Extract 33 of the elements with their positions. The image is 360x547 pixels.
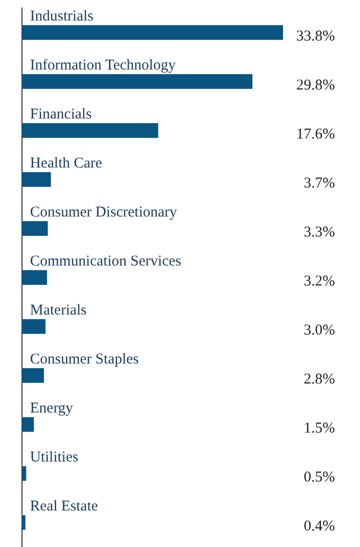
- data-label: 2.8%: [304, 371, 335, 388]
- data-label: 17.6%: [296, 126, 335, 142]
- y-tick-label: Consumer Staples: [30, 352, 139, 368]
- y-tick-label: Communication Services: [30, 254, 182, 270]
- data-label: 3.3%: [304, 224, 335, 240]
- y-tick-label: Materials: [30, 302, 87, 318]
- y-tick-label: Consumer Discretionary: [30, 204, 178, 220]
- y-tick-label: Industrials: [30, 8, 94, 24]
- y-tick-label: Financials: [30, 106, 92, 122]
- bar: [22, 74, 252, 89]
- data-label: 0.5%: [304, 469, 335, 486]
- y-tick-label: Information Technology: [30, 58, 176, 74]
- bar: [22, 319, 46, 334]
- bar: [22, 172, 51, 187]
- y-tick-label: Real Estate: [30, 498, 98, 514]
- bar: [22, 466, 26, 481]
- bar: [22, 417, 34, 432]
- y-tick-label: Health Care: [30, 156, 102, 172]
- data-label: 1.5%: [304, 420, 335, 436]
- y-tick-label: Energy: [30, 400, 74, 416]
- bar: [22, 25, 283, 40]
- bar: [22, 515, 26, 530]
- data-label: 3.2%: [304, 273, 335, 290]
- bar: [22, 270, 48, 285]
- y-tick-label: Utilities: [30, 450, 78, 466]
- bar: [22, 368, 44, 383]
- data-label: 3.0%: [304, 322, 335, 338]
- bar: [22, 221, 48, 236]
- data-label: 3.7%: [304, 175, 335, 192]
- data-label: 0.4%: [304, 518, 335, 534]
- bar: [22, 123, 158, 138]
- data-label: 29.8%: [296, 77, 335, 94]
- data-label: 33.8%: [296, 28, 335, 44]
